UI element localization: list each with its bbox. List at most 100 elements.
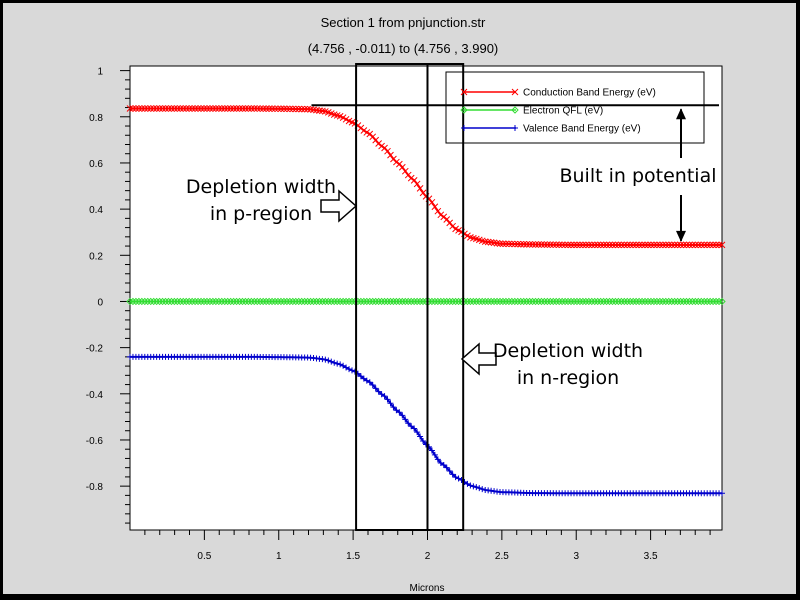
annotation-layer [311, 63, 719, 531]
series-point [481, 297, 489, 306]
legend-marker [512, 125, 518, 131]
series-point [567, 297, 575, 306]
series-point [129, 105, 137, 112]
x-tick-label: 1 [276, 551, 282, 562]
series-point [440, 297, 448, 306]
series-point [514, 240, 522, 248]
series-point [289, 297, 297, 306]
depletion-region-box [355, 63, 465, 531]
series-point [374, 297, 383, 306]
series-point [306, 297, 315, 306]
series-point [650, 297, 658, 306]
series-point [182, 297, 190, 306]
series-point [300, 297, 309, 306]
series-point [635, 297, 643, 306]
series-point [129, 297, 137, 306]
series-point [401, 297, 409, 306]
series-point [138, 297, 146, 306]
series-point [614, 297, 623, 306]
series-point [561, 297, 569, 306]
x-tick-label: 1.5 [346, 551, 360, 562]
series-point [452, 474, 459, 481]
series-point [419, 297, 427, 306]
x-axis-label: Microns [409, 583, 444, 594]
series-point [297, 297, 306, 306]
series-point [292, 105, 300, 113]
depletion-p-arrow-icon [320, 189, 358, 223]
series-point [348, 297, 356, 306]
series-point [380, 297, 389, 306]
legend: Conduction Band Energy (eV) Electron QFL … [445, 71, 705, 144]
series-point [378, 142, 385, 150]
series-point [496, 297, 504, 306]
series-point [245, 105, 252, 112]
series-point [650, 241, 658, 249]
series-point [253, 105, 261, 112]
y-axis-ticks: 1 0.8 0.6 0.4 0.2 0 -0.2 -0.4 -0.6 -0.8 [86, 67, 130, 524]
series-point [496, 240, 504, 247]
series-point [449, 471, 456, 478]
series-point [230, 105, 237, 112]
series-point [511, 240, 519, 248]
series-point [274, 105, 282, 113]
series-point [576, 297, 584, 306]
series-point [540, 297, 549, 306]
series-point [526, 241, 533, 248]
series-point [620, 297, 629, 306]
series-point [676, 297, 685, 306]
series-point [431, 451, 438, 458]
series-point [570, 241, 578, 249]
series-point [588, 241, 596, 249]
series-point [229, 297, 238, 306]
series-point [626, 241, 634, 249]
series-point [298, 105, 306, 113]
series-point [155, 297, 164, 306]
series-point [683, 241, 690, 249]
series-point [188, 105, 196, 112]
series-point [221, 105, 229, 112]
series-0 [126, 105, 726, 249]
series-point [602, 297, 611, 306]
series-point [653, 241, 661, 249]
series-point [665, 297, 673, 306]
y-tick-label: 0.6 [89, 159, 103, 170]
series-point [617, 297, 626, 306]
series-point [386, 297, 395, 306]
series-point [262, 105, 270, 112]
series-point [508, 240, 516, 248]
series-point [564, 241, 572, 249]
series-point [235, 297, 244, 306]
series-point [445, 297, 454, 306]
series-point [321, 297, 330, 306]
series-point [398, 163, 406, 171]
x-tick-label: 2.5 [495, 551, 509, 562]
series-point [185, 105, 193, 112]
series-point [644, 241, 652, 249]
series-point [588, 297, 596, 306]
series-point [718, 241, 726, 249]
series-point [549, 297, 557, 306]
series-point [126, 297, 134, 306]
series-point [144, 105, 152, 112]
series-point [197, 297, 205, 306]
series-point [689, 241, 696, 249]
series-point [158, 297, 167, 306]
series-point [392, 297, 401, 306]
series-point [331, 359, 338, 366]
series-point [256, 297, 264, 306]
series-point [176, 297, 185, 306]
series-point [528, 297, 537, 306]
series-point [241, 297, 250, 306]
series-point [576, 241, 584, 249]
series-point [499, 240, 507, 248]
series-point [366, 297, 374, 306]
series-point [324, 297, 333, 306]
series-point [667, 297, 676, 306]
series-point [414, 429, 421, 436]
series-point [706, 297, 714, 306]
series-point [635, 241, 643, 249]
series-point [647, 297, 655, 306]
series-point [454, 297, 463, 306]
series-point [609, 241, 616, 249]
series-point [463, 297, 472, 306]
